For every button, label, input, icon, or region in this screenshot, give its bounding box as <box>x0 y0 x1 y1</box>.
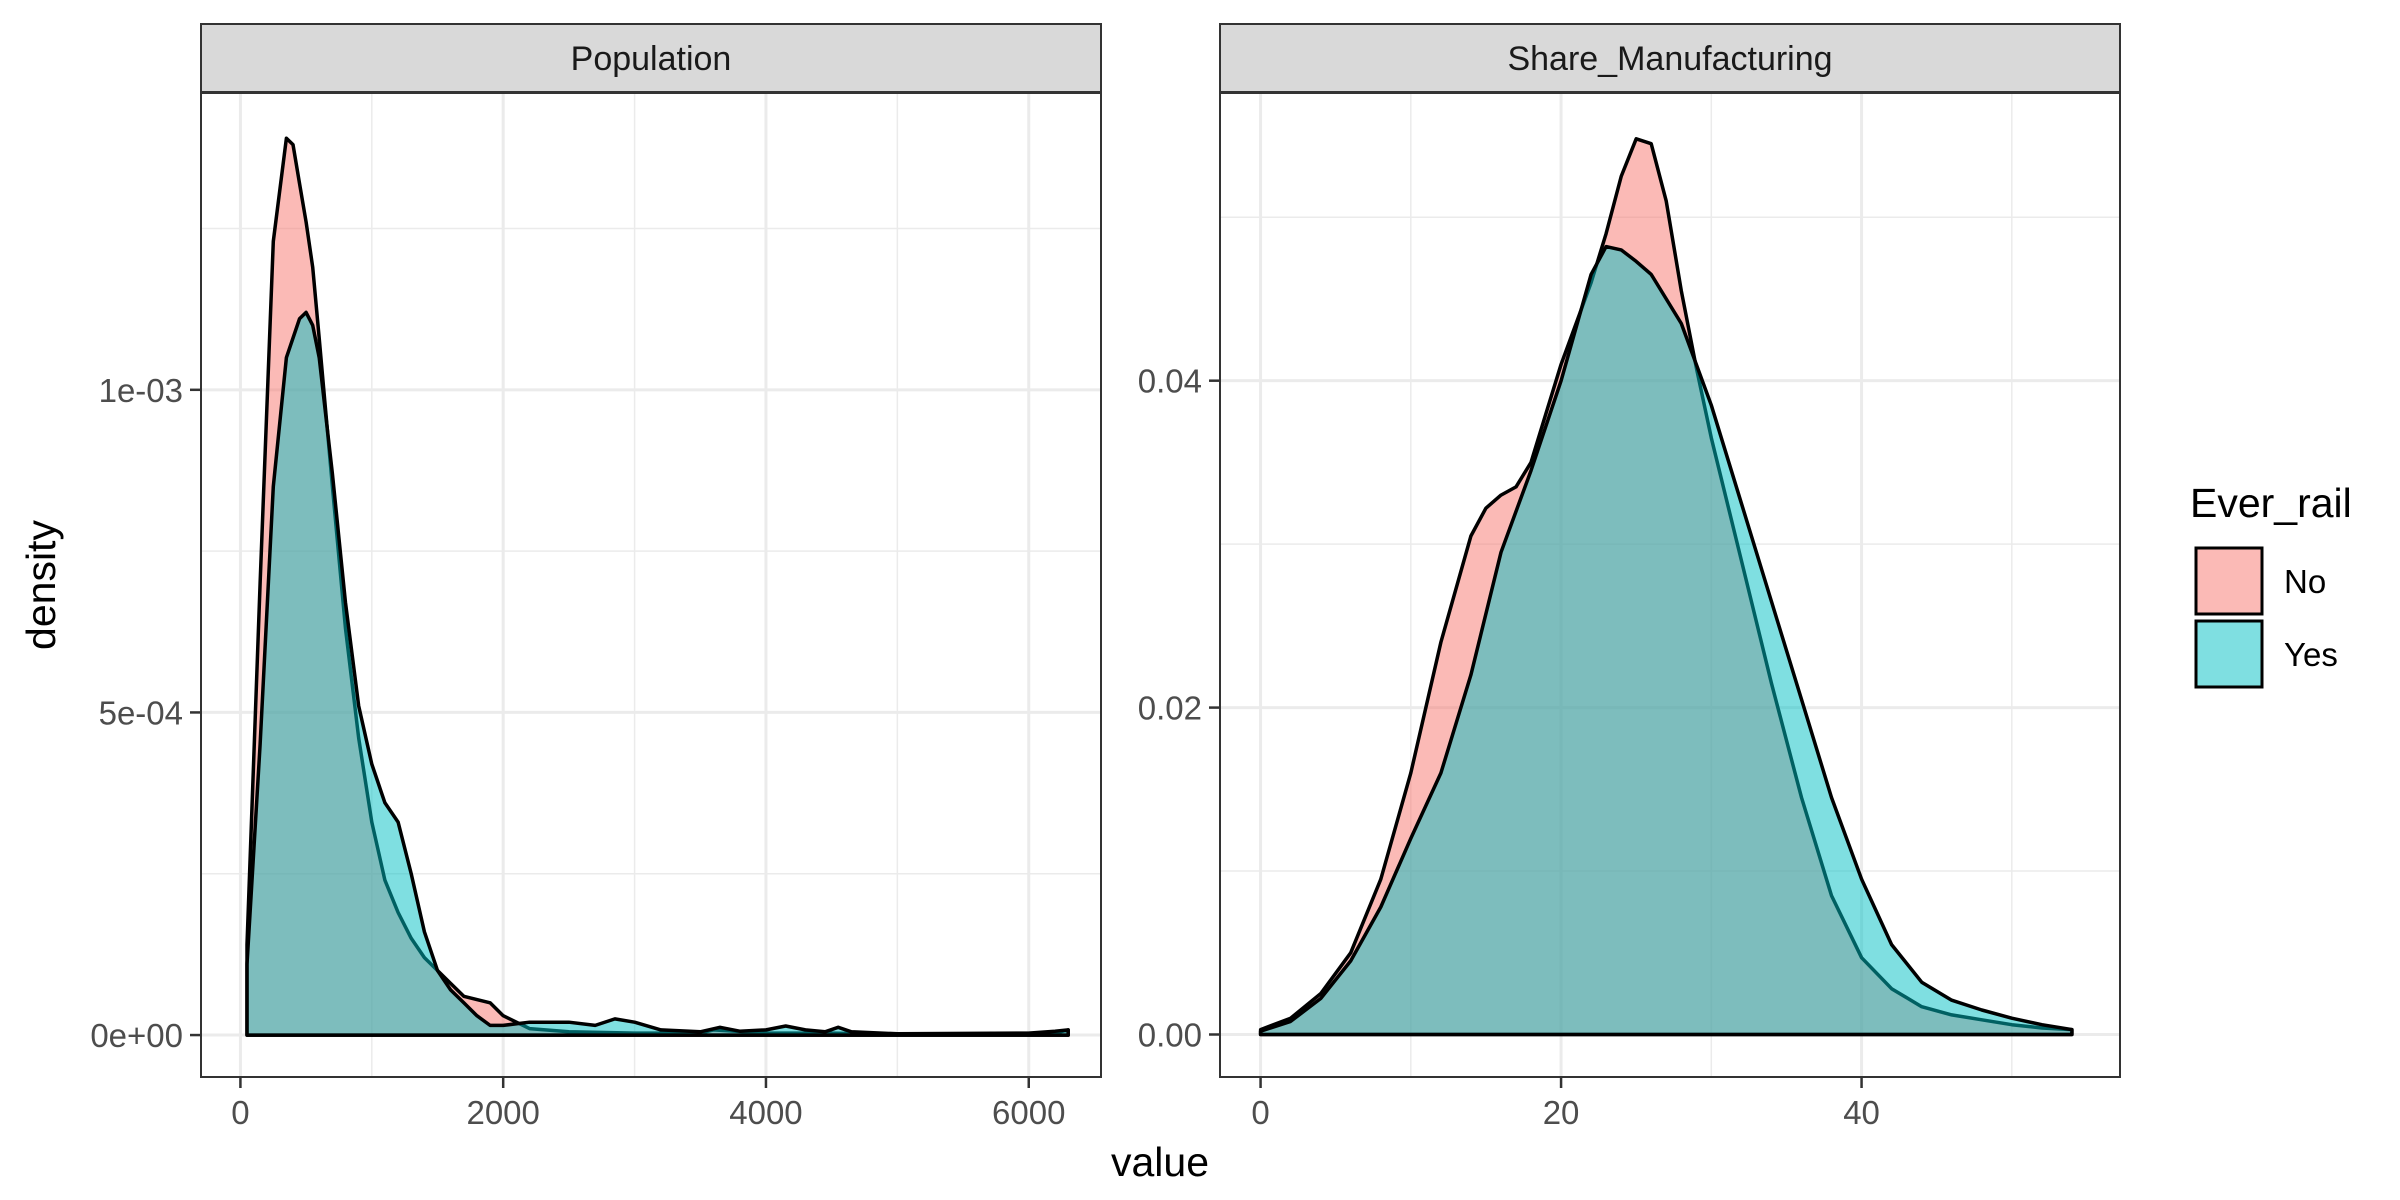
facet-panel-share-manufacturing: Share_Manufacturing 0.00 0.02 0.04 0 20 40 <box>1138 23 2121 1131</box>
y-tick-label-share-manufacturing-2: 0.04 <box>1138 363 1202 400</box>
legend-title: Ever_rail <box>2190 480 2352 526</box>
density-series-share-manufacturing <box>1258 137 2074 1037</box>
facet-strip-label-share-manufacturing: Share_Manufacturing <box>1507 40 1832 78</box>
density-area-yes-share-manufacturing <box>1258 244 2074 1037</box>
x-axis-share-manufacturing: 0 20 40 <box>1251 1077 1880 1131</box>
density-series-population <box>245 136 1070 1037</box>
y-axis-population: 0e+00 5e-04 1e-03 <box>90 372 201 1054</box>
panel-border-population <box>200 92 1102 1078</box>
x-axis-population: 0 2000 4000 6000 <box>231 1077 1065 1131</box>
y-tick-label-population-2: 1e-03 <box>99 372 183 409</box>
y-tick-label-population-0: 0e+00 <box>90 1017 183 1054</box>
facet-strip-label-population: Population <box>571 40 732 78</box>
y-axis-share-manufacturing: 0.00 0.02 0.04 <box>1138 363 1220 1054</box>
x-tick-label-population-1: 2000 <box>466 1094 539 1131</box>
legend-item-yes: Yes <box>2194 619 2338 689</box>
density-area-yes-population <box>245 310 1070 1037</box>
legend-label-no: No <box>2284 563 2326 600</box>
x-tick-label-population-2: 4000 <box>729 1094 802 1131</box>
facet-strip-share-manufacturing <box>1219 23 2121 93</box>
legend-label-yes: Yes <box>2284 636 2338 673</box>
legend-key-yes <box>2194 619 2264 689</box>
facet-panel-population: Population 0e+00 5e-04 1e-03 0 2000 4000 6000 <box>90 23 1102 1131</box>
x-axis-title: value <box>1111 1139 1209 1185</box>
legend: Ever_rail No Yes <box>2190 480 2352 689</box>
panel-border-share-manufacturing <box>1219 92 2121 1078</box>
x-tick-label-share-manufacturing-2: 40 <box>1843 1094 1880 1131</box>
y-axis-title: density <box>18 520 64 650</box>
y-tick-label-share-manufacturing-1: 0.02 <box>1138 690 1202 727</box>
legend-key-no <box>2194 546 2264 616</box>
x-tick-label-share-manufacturing-0: 0 <box>1251 1094 1269 1131</box>
legend-item-no: No <box>2194 546 2326 616</box>
y-tick-label-population-1: 5e-04 <box>99 694 183 731</box>
x-tick-label-population-0: 0 <box>231 1094 249 1131</box>
y-tick-label-share-manufacturing-0: 0.00 <box>1138 1017 1202 1054</box>
x-tick-label-population-3: 6000 <box>992 1094 1065 1131</box>
x-tick-label-share-manufacturing-1: 20 <box>1543 1094 1580 1131</box>
facet-strip-population <box>200 23 1102 93</box>
